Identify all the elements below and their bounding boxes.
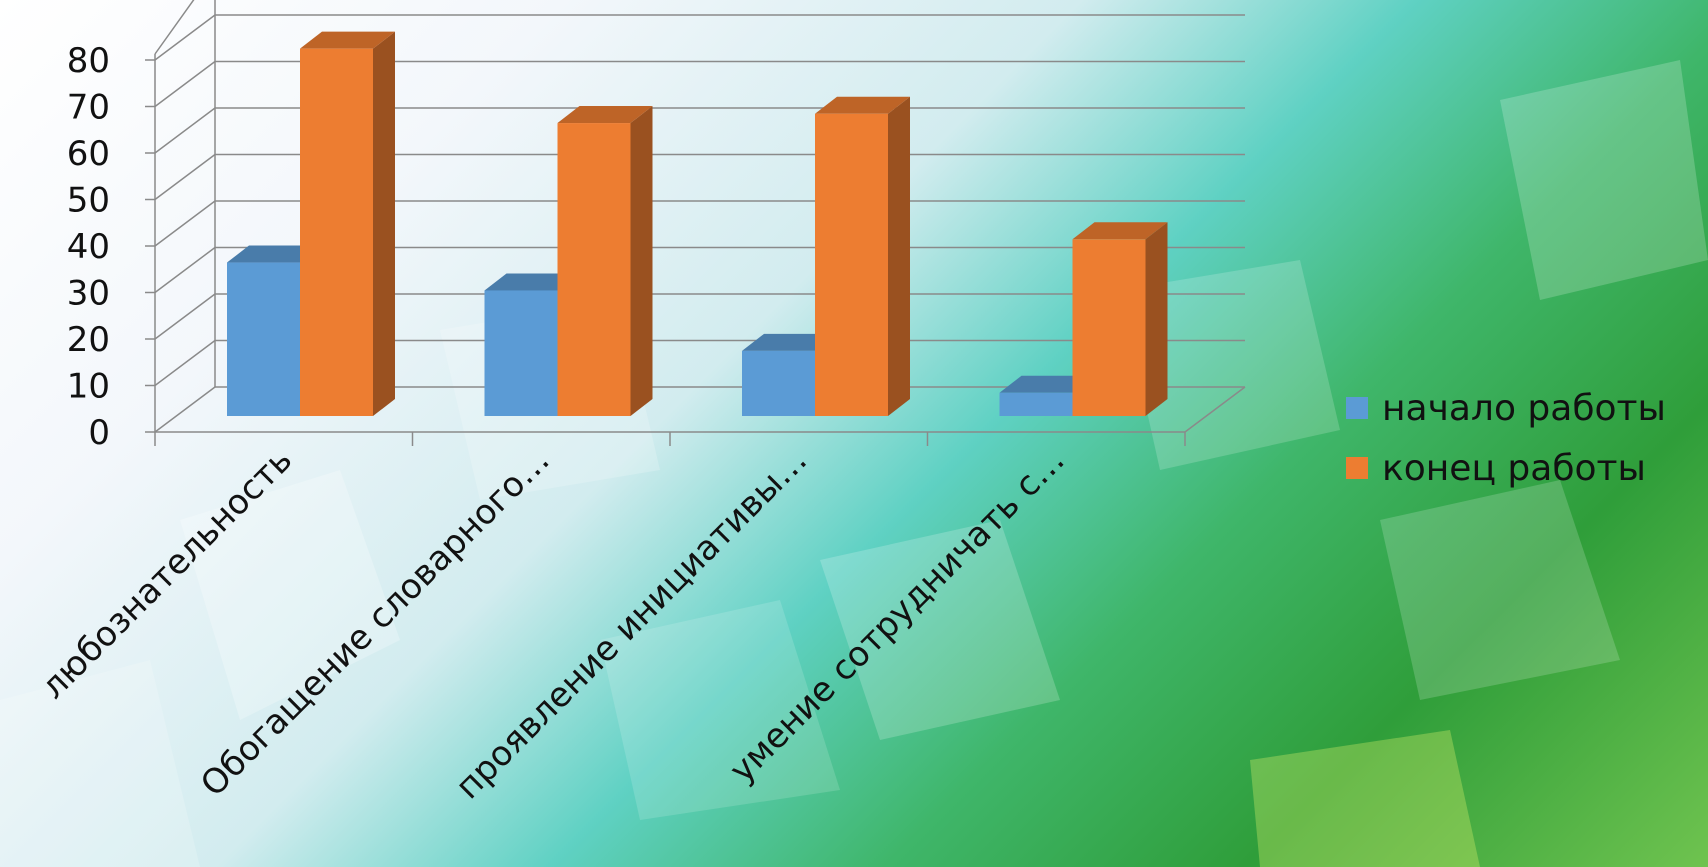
y-tick-label-4: 40 (67, 227, 110, 267)
gridline-diag-8 (154, 14, 216, 61)
bar-top-1-3 (1072, 222, 1168, 240)
legend-swatch-end (1346, 457, 1368, 479)
gridline-diag-0 (154, 386, 216, 433)
bar-top-0-2 (742, 333, 837, 351)
gridline-diag-7 (154, 60, 216, 108)
bar-side-1-3 (1145, 222, 1168, 416)
gridline-diag-1 (154, 339, 216, 387)
y-tick-label-3: 30 (67, 274, 110, 314)
gridline-diag-5 (154, 153, 216, 201)
bar-0-0 (227, 262, 300, 416)
bar-1-1 (557, 123, 631, 417)
bar-0-3 (999, 392, 1073, 416)
bar-top-0-1 (484, 273, 580, 291)
bar-side-1-0 (373, 31, 395, 417)
y-tick-label-2: 20 (67, 320, 110, 360)
bar-1-3 (1072, 239, 1146, 416)
bar-side-1-1 (630, 106, 653, 417)
legend-label-start: начало работы (1382, 387, 1666, 429)
x-tick-label-0: любознательность (33, 440, 300, 707)
y-tick-label-8: 80 (67, 41, 110, 81)
y-tick-label-5: 50 (67, 181, 110, 221)
top-diag (154, 0, 195, 55)
legend: начало работы конец работы (1346, 378, 1666, 498)
bar-top-1-2 (815, 96, 910, 114)
gridline-diag-6 (154, 107, 216, 154)
legend-item-start: начало работы (1346, 378, 1666, 438)
bar-1-2 (815, 113, 888, 416)
bar-0-2 (742, 350, 815, 416)
bar-top-1-0 (300, 31, 395, 49)
bar-top-0-3 (999, 375, 1095, 393)
bar-side-1-2 (888, 96, 910, 416)
bar-0-1 (484, 290, 558, 416)
y-tick-label-0: 0 (88, 413, 110, 453)
gridline-diag-4 (154, 200, 216, 247)
legend-label-end: конец работы (1382, 447, 1646, 489)
y-tick-label-6: 60 (67, 134, 110, 174)
bar-top-0-0 (227, 245, 322, 263)
legend-swatch-start (1346, 397, 1368, 419)
y-tick-label-1: 10 (67, 367, 110, 407)
gridline-diag-2 (154, 293, 216, 340)
floor-right-edge (1184, 386, 1246, 433)
gridline-diag-3 (154, 246, 216, 294)
bar-top-1-1 (557, 106, 653, 124)
bar-1-0 (300, 48, 373, 417)
legend-item-end: конец работы (1346, 438, 1666, 498)
y-tick-label-7: 70 (67, 88, 110, 128)
